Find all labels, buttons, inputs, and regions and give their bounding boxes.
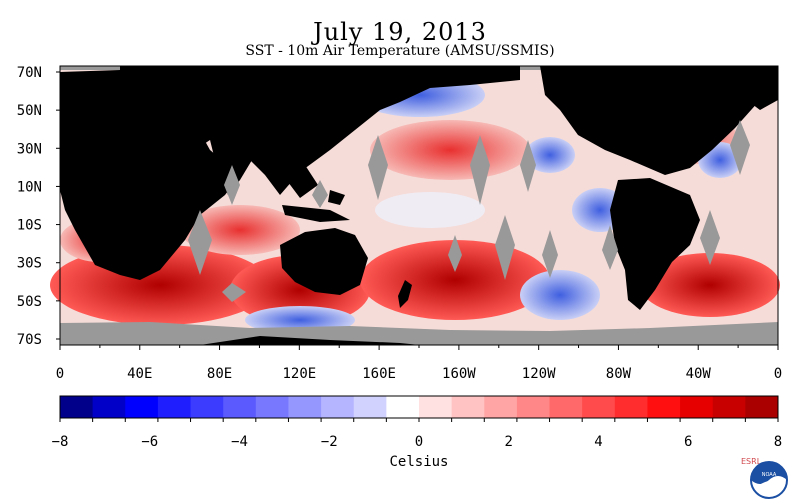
colorbar-swatch <box>223 396 257 418</box>
anomaly-north-pacific <box>370 120 530 180</box>
colorbar-swatch <box>255 396 289 418</box>
colorbar-tick-label: 2 <box>505 434 513 450</box>
southeast-asia <box>280 160 318 198</box>
colorbar-tick-label: −4 <box>231 434 248 450</box>
lon-tick-label: 80E <box>207 366 232 382</box>
greenland <box>700 66 778 110</box>
page-subtitle: SST - 10m Air Temperature (AMSU/SSMIS) <box>245 43 555 59</box>
colorbar-swatch <box>484 396 518 418</box>
colorbar-tick-label: −6 <box>141 434 158 450</box>
colorbar-swatch <box>582 396 616 418</box>
anomaly-equatorial-neutral <box>375 192 485 228</box>
page-title: July 19, 2013 <box>313 18 487 46</box>
colorbar-swatch <box>549 396 583 418</box>
land-masses <box>60 66 778 310</box>
colorbar-swatch <box>92 396 126 418</box>
colorbar-swatch <box>614 396 648 418</box>
australia <box>280 228 368 295</box>
colorbar-swatch <box>419 396 453 418</box>
colorbar-swatch <box>386 396 420 418</box>
anomaly-california-cool <box>525 137 575 173</box>
lat-tick-label: 70S <box>17 332 42 348</box>
lat-tick-label: 30N <box>17 141 42 157</box>
logo-letter: ESRL <box>741 458 762 466</box>
north-america <box>540 66 770 175</box>
lon-tick-label: 0 <box>56 366 64 382</box>
lon-tick-label: 160W <box>442 366 476 382</box>
latitude-labels: 70N 50N 30N 10N 10S 30S 50S 70S <box>17 65 42 348</box>
colorbar-tick-label: 8 <box>774 434 782 450</box>
noaa-esrl-logo: ESRL NOAA <box>738 458 800 500</box>
colorbar-swatch <box>288 396 322 418</box>
colorbar-tick-label: −2 <box>321 434 338 450</box>
eurasia <box>120 66 520 195</box>
colorbar-tick-label: 6 <box>684 434 692 450</box>
colorbar-swatch <box>712 396 746 418</box>
lon-tick-label: 160E <box>362 366 396 382</box>
colorbar <box>59 395 779 422</box>
africa <box>60 70 240 280</box>
madagascar <box>150 232 162 258</box>
colorbar-swatch <box>451 396 485 418</box>
colorbar-swatch <box>353 396 387 418</box>
anomaly-south-atlantic <box>640 253 780 317</box>
svg-text:NOAA: NOAA <box>762 472 777 478</box>
colorbar-tick-label: 4 <box>594 434 602 450</box>
colorbar-swatch <box>157 396 192 418</box>
sst-anomaly-map <box>50 65 780 346</box>
colorbar-label: Celsius <box>389 454 448 470</box>
colorbar-tick-label: −8 <box>52 434 69 450</box>
satellite-gaps <box>188 120 750 302</box>
colorbar-tick-labels: −8 −6 −4 −2 0 2 4 6 8 <box>52 434 783 450</box>
indonesia <box>282 205 350 222</box>
lon-tick-label: 40E <box>127 366 152 382</box>
antarctica-land <box>200 336 420 345</box>
colorbar-swatch <box>60 396 94 418</box>
lat-tick-label: 70N <box>17 65 42 81</box>
lon-tick-label: 80W <box>606 366 632 382</box>
lon-tick-label: 120W <box>522 366 556 382</box>
lat-tick-label: 50S <box>17 294 42 310</box>
colorbar-swatch <box>516 396 551 418</box>
map-tick-marks <box>56 71 779 350</box>
lon-tick-label: 120E <box>282 366 316 382</box>
colorbar-swatch <box>647 396 681 418</box>
colorbar-swatch <box>680 396 714 418</box>
lon-tick-label: 40W <box>686 366 712 382</box>
south-america <box>610 178 700 310</box>
longitude-labels: 0 40E 80E 120E 160E 160W 120W 80W 40W 0 <box>56 366 782 382</box>
colorbar-swatch <box>745 396 779 418</box>
lon-tick-label: 0 <box>774 366 782 382</box>
anomaly-south-pacific-cool <box>520 270 600 320</box>
colorbar-tick-label: 0 <box>415 434 423 450</box>
borneo <box>328 190 345 205</box>
new-zealand <box>398 280 412 308</box>
colorbar-swatch <box>321 396 355 418</box>
lat-tick-label: 30S <box>17 256 42 272</box>
lat-tick-label: 50N <box>17 103 42 119</box>
lat-tick-label: 10N <box>17 179 42 195</box>
colorbar-swatch <box>125 396 159 418</box>
colorbar-swatch <box>190 396 224 418</box>
lat-tick-label: 10S <box>17 218 42 234</box>
